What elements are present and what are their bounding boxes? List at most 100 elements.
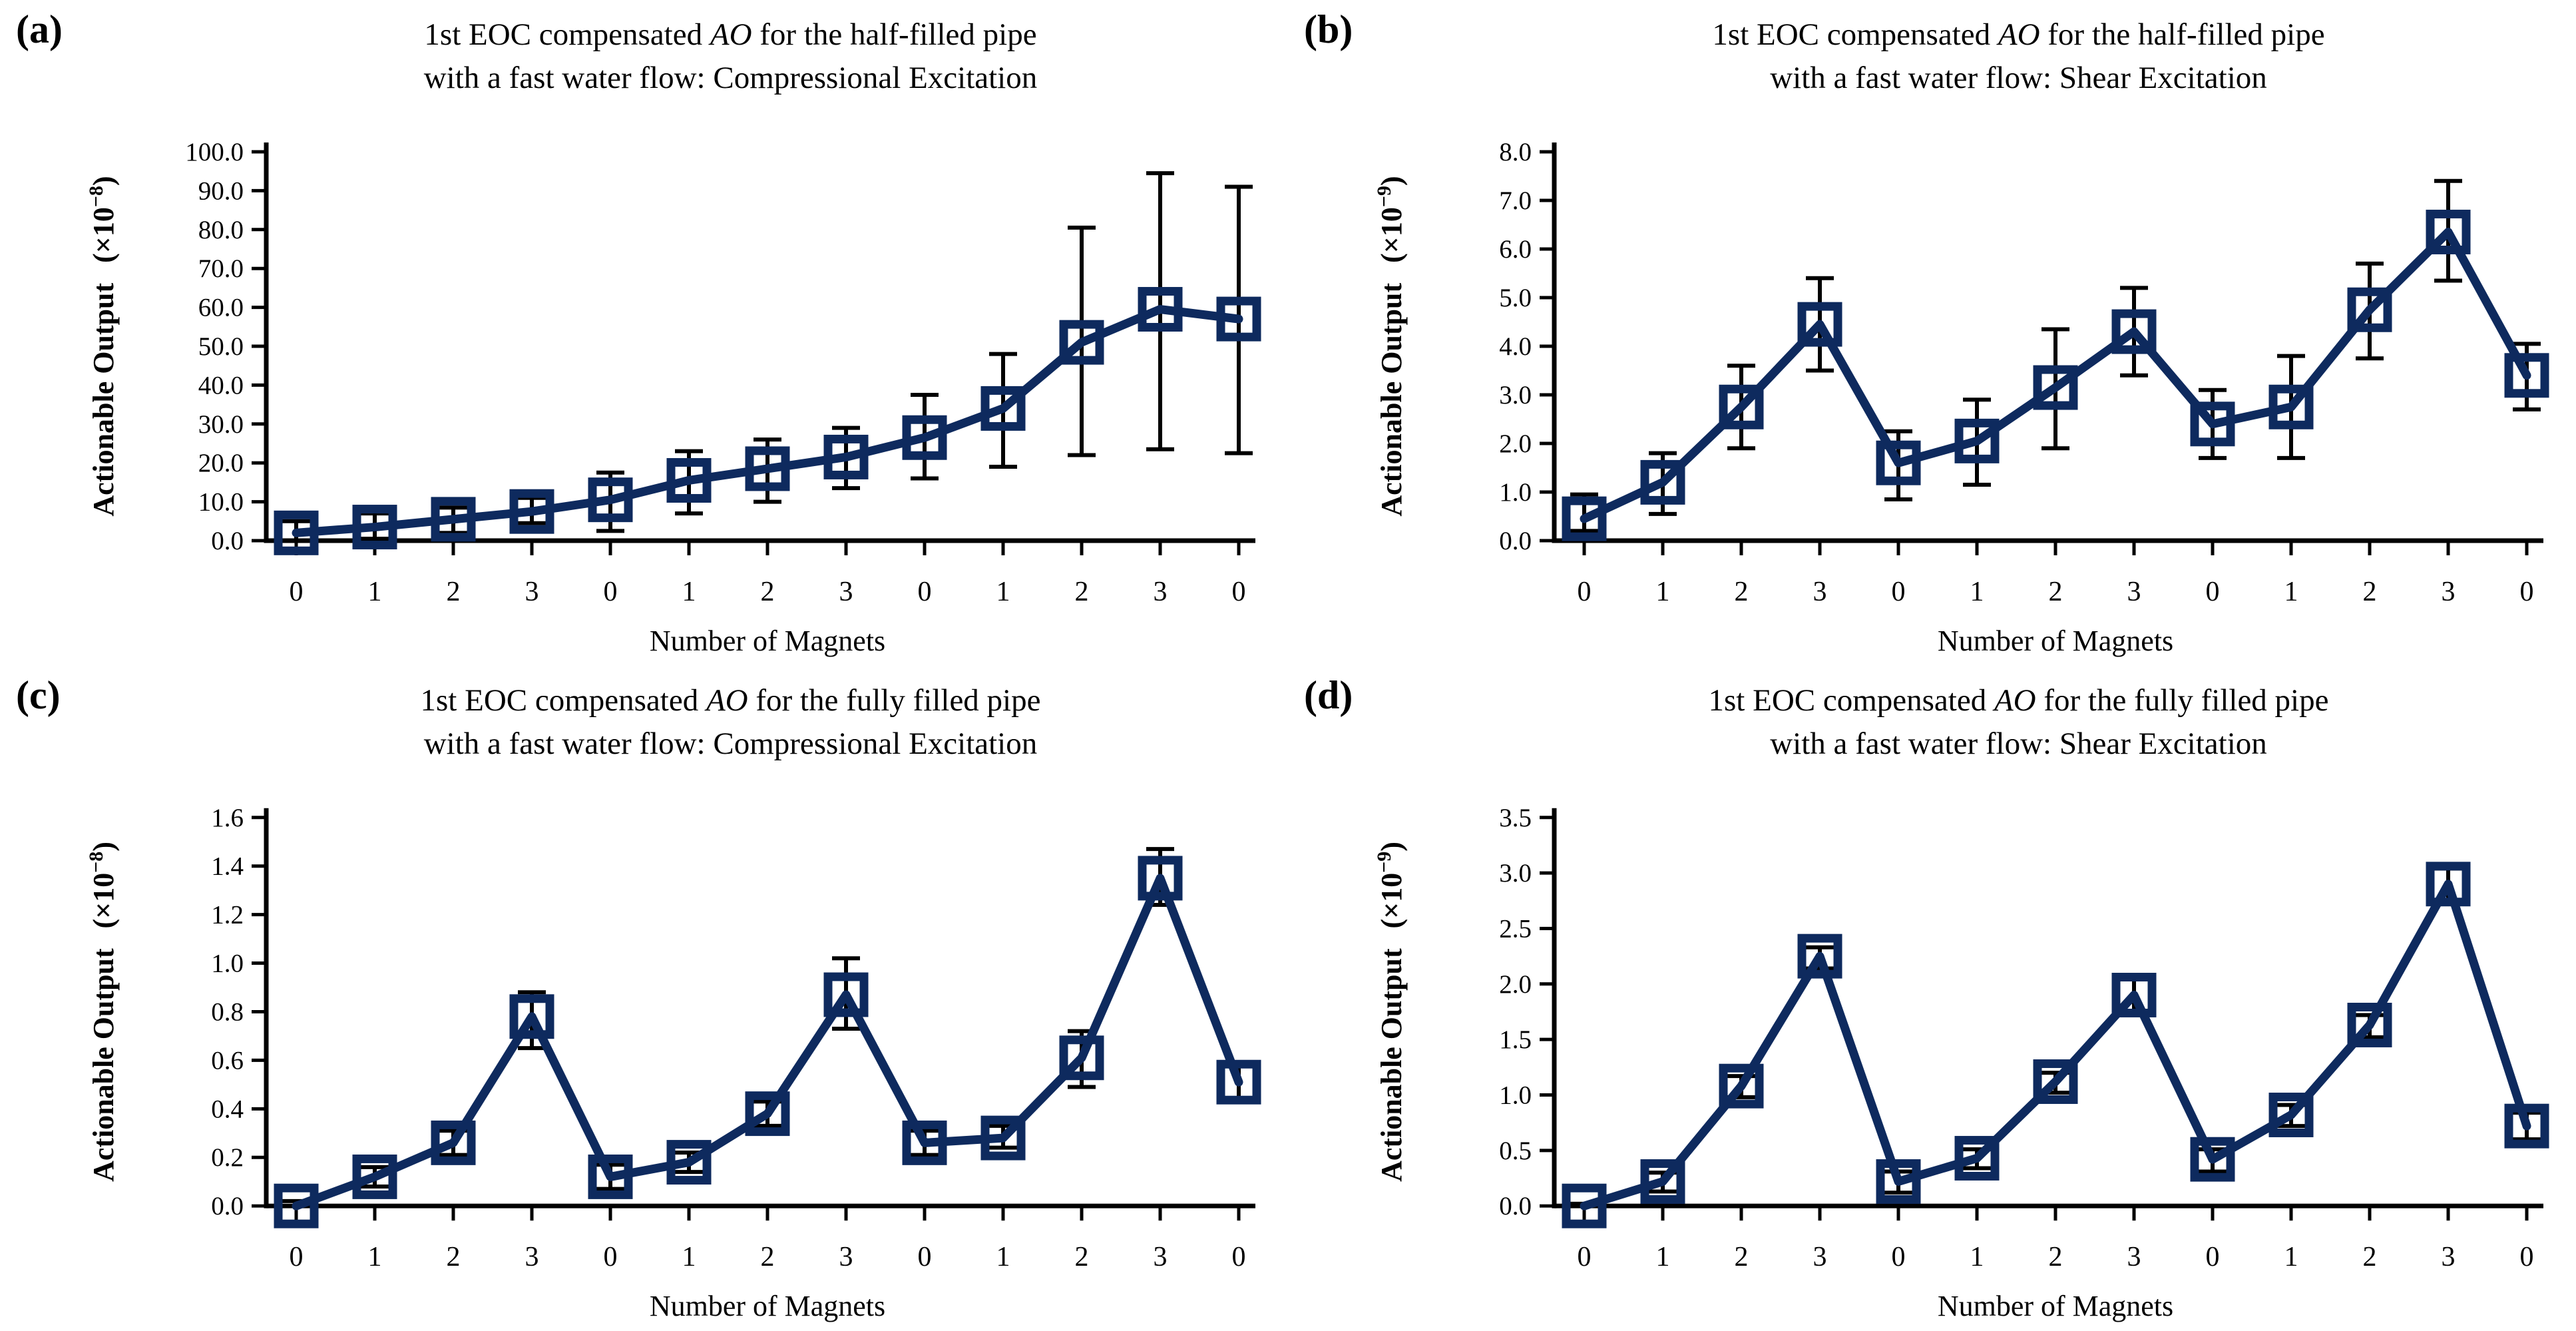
data-point-marker — [1719, 1063, 1764, 1109]
series-line — [1580, 227, 2531, 523]
series-markers — [274, 287, 1261, 555]
title-text: for the fully filled pipe — [2036, 683, 2329, 718]
y-tick-label: 30.0 — [198, 410, 244, 439]
data-point-marker — [1797, 933, 1842, 979]
y-tick-label: 0.8 — [211, 997, 244, 1026]
data-point-marker — [2426, 862, 2471, 907]
data-point-marker — [352, 505, 397, 550]
panel-b-title: 1st EOC compensated AO for the half-fill… — [1488, 13, 2549, 100]
x-tick-label: 1 — [2284, 1242, 2298, 1272]
data-point-marker — [588, 1154, 633, 1199]
x-tick-label: 3 — [1813, 577, 1827, 607]
error-bars — [1570, 866, 2541, 1208]
title-line2: with a fast water flow: Shear Excitation — [1770, 726, 2267, 761]
data-point-marker — [2504, 1103, 2549, 1149]
y-tick-label: 90.0 — [198, 176, 244, 205]
x-tick-label: 0 — [1578, 577, 1592, 607]
data-point-marker — [666, 1140, 712, 1185]
y-tick-label: 0.4 — [211, 1095, 244, 1123]
data-point-marker — [2111, 973, 2157, 1017]
data-point-marker — [1562, 496, 1607, 541]
y-tick-label: 6.0 — [1499, 235, 1532, 264]
panel-c: (c) 1st EOC compensated AO for the fully… — [0, 666, 1288, 1331]
x-tick-label: 3 — [839, 1242, 853, 1272]
x-tick-label: 1 — [682, 577, 696, 607]
x-tick-label: 1 — [1970, 1242, 1984, 1272]
chart-d-plot: 0.0 0.5 1.0 1.5 2.0 2.5 3.0 3.5 0 1 2 3 0 1 2 3 0 1 2 3 0 Num… — [1373, 804, 2549, 1322]
x-tick-label: 3 — [1154, 577, 1168, 607]
data-point-marker — [2190, 1137, 2235, 1182]
title-italic-ao: AO — [1998, 17, 2040, 52]
y-tick-label: 0.6 — [211, 1046, 244, 1075]
x-tick-label: 3 — [839, 577, 853, 607]
data-point-marker — [2190, 401, 2235, 447]
x-tick-label: 0 — [2206, 577, 2220, 607]
x-tick-label: 1 — [996, 577, 1010, 607]
data-point-marker — [745, 446, 790, 491]
y-axis-title: Actionable Output(×10−9) — [1373, 842, 1408, 1182]
y-tick-label: 0.0 — [211, 1192, 244, 1220]
panel-d-label: (d) — [1304, 673, 1353, 717]
y-tick-label: 7.0 — [1499, 186, 1532, 215]
title-italic-ao: AO — [710, 17, 752, 52]
data-point-marker — [509, 994, 554, 1039]
x-tick-label: 2 — [2049, 1242, 2063, 1272]
x-tick-label: 2 — [1075, 577, 1089, 607]
x-tick-label: 3 — [2442, 1242, 2456, 1272]
x-tick-label: 1 — [368, 1242, 382, 1272]
x-tick-label: 3 — [1154, 1242, 1168, 1272]
x-tick-label: 1 — [1656, 1242, 1670, 1272]
x-tick-label: 0 — [2520, 1242, 2534, 1272]
data-point-marker — [2426, 209, 2471, 254]
y-axis-title: Actionable Output(×10−9) — [1373, 176, 1408, 516]
panel-b: (b) 1st EOC compensated AO for the half-… — [1288, 0, 2576, 666]
y-tick-label: 3.0 — [1499, 859, 1532, 888]
data-point-marker — [2268, 384, 2314, 429]
x-tick-label: 0 — [290, 1242, 304, 1272]
data-point-marker — [1954, 418, 2000, 463]
data-point-marker — [2504, 353, 2549, 398]
x-tick-label: 0 — [2520, 577, 2534, 607]
x-tick-label: 0 — [1232, 1242, 1246, 1272]
y-tick-label: 1.0 — [211, 949, 244, 978]
data-point-marker — [1719, 384, 1764, 429]
y-tick-label: 1.0 — [1499, 1081, 1532, 1110]
data-point-marker — [1640, 1159, 1685, 1204]
panel-a: (a) 1st EOC compensated AO for the half-… — [0, 0, 1288, 666]
x-tick-label: 0 — [918, 577, 932, 607]
x-tick-label: 1 — [368, 577, 382, 607]
data-point-marker — [1876, 440, 1921, 485]
data-point-marker — [2268, 1093, 2314, 1137]
error-bars — [1570, 178, 2541, 533]
data-point-marker — [431, 1120, 476, 1165]
series-markers — [1562, 862, 2549, 1228]
title-text: 1st EOC compensated — [424, 17, 710, 52]
chart-b-plot: 0.0 1.0 2.0 3.0 4.0 5.0 6.0 7.0 8.0 0 1 2 3 0 1 2 3 0 1 2 3 0… — [1373, 138, 2549, 657]
x-tick-label: 0 — [918, 1242, 932, 1272]
x-tick-label: 3 — [1813, 1242, 1827, 1272]
data-point-marker — [823, 972, 869, 1017]
y-tick-label: 1.4 — [211, 852, 244, 881]
x-tick-label: 2 — [761, 577, 775, 607]
title-line2: with a fast water flow: Compressional Ex… — [423, 726, 1038, 761]
data-point-marker — [352, 1154, 397, 1199]
data-point-marker — [1138, 287, 1183, 332]
y-tick-label: 0.5 — [1499, 1137, 1532, 1165]
data-point-marker — [588, 477, 633, 523]
chart-c-plot: 0.0 0.2 0.4 0.6 0.8 1.0 1.2 1.4 1.6 0 1 2 3 0 1 2 3 0 1 2 3 0… — [85, 804, 1261, 1322]
title-text: for the half-filled pipe — [2039, 17, 2325, 52]
x-tick-label: 3 — [2127, 1242, 2141, 1272]
panel-d: (d) 1st EOC compensated AO for the fully… — [1288, 666, 2576, 1331]
data-point-marker — [1216, 296, 1261, 342]
panel-b-label: (b) — [1304, 7, 1353, 51]
data-point-marker — [2347, 1003, 2392, 1047]
x-tick-label: 2 — [2363, 577, 2377, 607]
y-tick-label: 60.0 — [198, 294, 244, 322]
data-point-marker — [431, 497, 476, 542]
x-tick-label: 1 — [2284, 577, 2298, 607]
x-tick-label: 0 — [1578, 1242, 1592, 1272]
data-point-marker — [509, 489, 554, 534]
series-markers — [1562, 209, 2549, 541]
data-point-marker — [1216, 1059, 1261, 1105]
title-text: for the fully filled pipe — [748, 683, 1041, 718]
